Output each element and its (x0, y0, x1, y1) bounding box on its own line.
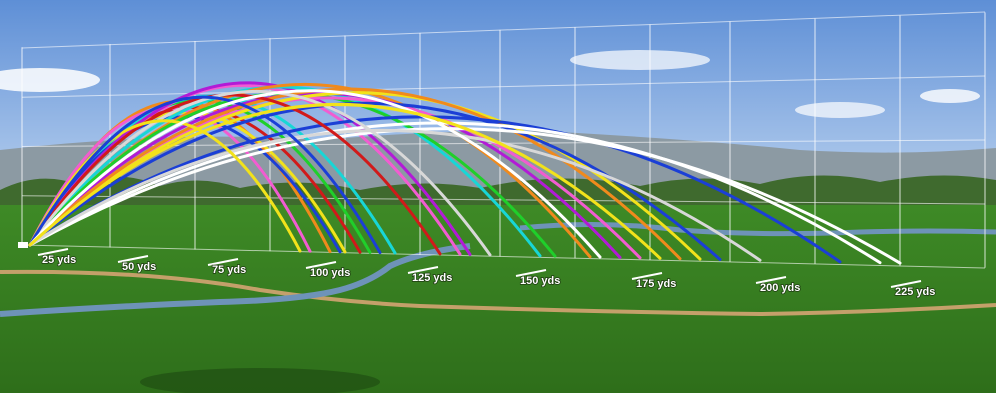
yard-marker-tick (207, 258, 239, 266)
ball-trajectory (28, 119, 302, 253)
cloud (570, 50, 710, 70)
ball-trajectory (28, 85, 542, 258)
creek (0, 243, 471, 317)
yard-marker-label: 100 yds (310, 267, 350, 279)
grid-line (21, 244, 986, 269)
dark-rough (140, 368, 380, 393)
yard-marker: 50 yds (117, 255, 157, 274)
yard-markers: 25 yds 50 yds 75 yds 100 yds 125 yds 150 yds 1… (37, 248, 936, 299)
yard-marker-tick (631, 272, 663, 280)
yard-marker-tick (890, 280, 922, 288)
yard-marker: 225 yds (890, 280, 936, 299)
yard-marker-label: 225 yds (895, 286, 935, 298)
ball-trajectory (28, 89, 492, 257)
creek-right (519, 221, 996, 237)
yard-marker-tick (515, 269, 547, 277)
yard-marker-label: 175 yds (636, 278, 676, 290)
yard-marker-label: 75 yds (212, 264, 246, 276)
ball-trajectory (28, 89, 602, 259)
yard-marker-label: 125 yds (412, 272, 452, 284)
yard-marker: 75 yds (207, 258, 247, 277)
yard-marker-label: 200 yds (760, 282, 800, 294)
yard-marker: 25 yds (37, 248, 77, 267)
cloud (920, 89, 980, 103)
ball-trajectory (28, 101, 722, 261)
yard-marker-tick (117, 255, 149, 263)
ball-trajectories (28, 81, 902, 265)
fairway (0, 205, 996, 393)
yard-marker-label: 150 yds (520, 275, 560, 287)
ball-trajectory (28, 103, 662, 260)
ball-trajectory (28, 93, 442, 256)
yard-marker-tick (37, 248, 69, 256)
ball-trajectory (28, 95, 382, 255)
grid-line (21, 11, 986, 49)
yard-marker-tick (755, 276, 787, 284)
yard-marker: 150 yds (515, 269, 561, 288)
yard-marker-label: 50 yds (122, 261, 156, 273)
yard-marker-tick (305, 261, 337, 269)
yard-marker-label: 25 yds (42, 254, 76, 266)
yard-marker: 100 yds (305, 261, 351, 280)
cart-path (0, 269, 996, 317)
cloud (0, 68, 100, 92)
yard-marker: 200 yds (755, 276, 801, 295)
tee-box (18, 242, 28, 248)
grid-line (21, 75, 986, 98)
yard-marker: 125 yds (407, 266, 453, 285)
ball-trajectory (28, 128, 762, 262)
ball-trajectory (28, 87, 682, 261)
yard-marker-tick (407, 266, 439, 274)
cloud (795, 102, 885, 118)
ball-trajectory (28, 91, 702, 261)
yard-marker: 175 yds (631, 272, 677, 291)
